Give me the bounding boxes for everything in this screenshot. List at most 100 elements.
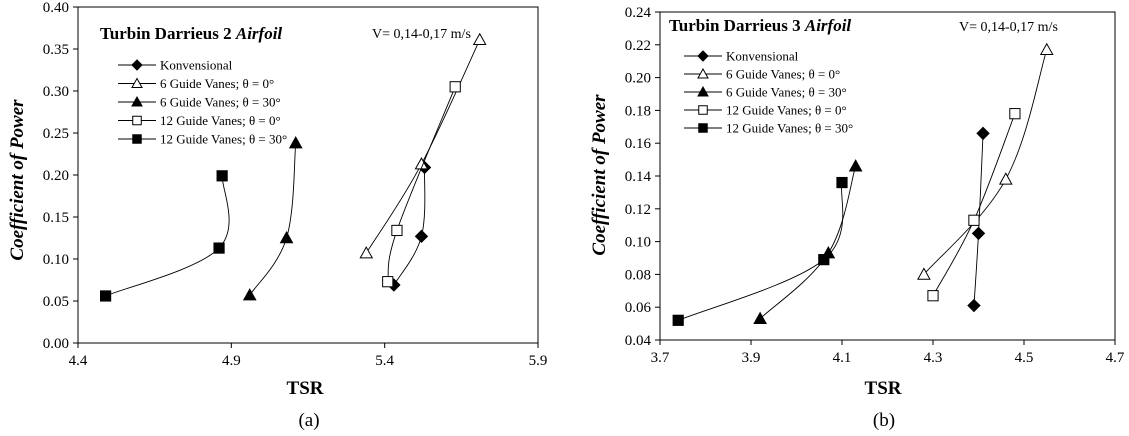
y-tick-label: 0.16 <box>625 136 652 152</box>
legend-item: 6 Guide Vanes; θ = 0° <box>118 76 274 91</box>
chart-b-y-label: Coefficient of Power <box>589 94 610 256</box>
series-3 <box>753 159 863 324</box>
legend-label: 12 Guide Vanes; θ = 0° <box>160 113 281 128</box>
y-tick-label: 0.30 <box>43 84 69 100</box>
chart-a-title: Turbin Darrieus 2 Airfoil <box>100 24 282 43</box>
series-line <box>387 86 456 282</box>
data-point <box>288 136 303 149</box>
data-point <box>976 126 990 141</box>
chart-b-caption: (b) <box>873 410 895 431</box>
legend-label: 12 Guide Vanes; θ = 0° <box>726 103 847 118</box>
legend-item: 12 Guide Vanes; θ = 0° <box>684 103 847 118</box>
series-line <box>249 143 297 296</box>
chart-a-plot-area <box>77 6 539 344</box>
series-2 <box>359 32 487 259</box>
series-line <box>923 49 1048 275</box>
series-2 <box>917 42 1054 280</box>
y-tick-label: 0.05 <box>43 294 69 310</box>
data-point <box>1039 42 1054 56</box>
legend-marker <box>131 77 143 88</box>
chart-b-x-label: TSR <box>865 378 902 399</box>
y-tick-label: 0.20 <box>43 168 69 184</box>
legend-marker <box>698 105 708 115</box>
x-tick-label: 4.4 <box>69 353 88 369</box>
chart-a: 0.00 0.05 0.10 0.15 0.20 0.25 0.30 0.35 0.40 4.4… <box>7 0 547 431</box>
chart-b-legend: Konvensional 6 Guide Vanes; θ = 0° 6 Guide… <box>684 49 853 136</box>
x-tick-label: 4.1 <box>833 350 852 366</box>
data-point <box>382 276 394 288</box>
x-tick-label: 4.9 <box>222 353 241 369</box>
series-3 <box>242 136 303 301</box>
chart-b-y-ticks: 0.04 0.06 0.08 0.10 0.12 0.14 0.16 0.18 0.20 0.22… <box>625 5 660 349</box>
data-point <box>927 290 939 302</box>
legend-item: Konvensional <box>118 58 233 73</box>
y-tick-label: 0.06 <box>625 300 652 316</box>
y-tick-label: 0.14 <box>625 169 652 185</box>
legend-marker <box>698 123 708 133</box>
chart-b-title: Turbin Darrieus 3 Airfoil <box>669 16 851 35</box>
y-tick-label: 0.10 <box>625 235 651 251</box>
chart-b-series <box>672 42 1054 326</box>
chart-b-x-ticks: 3.7 3.9 4.1 4.3 4.5 4.7 <box>651 340 1125 366</box>
x-tick-label: 4.7 <box>1106 350 1125 366</box>
data-point <box>472 32 487 46</box>
series-line <box>105 175 230 297</box>
data-point <box>818 254 830 266</box>
chart-a-y-ticks: 0.00 0.05 0.10 0.15 0.20 0.25 0.30 0.35 0.40 <box>43 0 78 352</box>
chart-a-x-label: TSR <box>287 378 324 399</box>
data-point <box>753 311 767 324</box>
series-5 <box>100 170 230 302</box>
y-tick-label: 0.25 <box>43 126 69 142</box>
data-point <box>100 290 112 302</box>
legend-item: 12 Guide Vanes; θ = 30° <box>118 132 287 147</box>
y-tick-label: 0.00 <box>43 336 69 352</box>
legend-marker <box>131 95 143 107</box>
legend-label: 6 Guide Vanes; θ = 0° <box>726 67 840 82</box>
legend-item: Konvensional <box>684 49 799 64</box>
data-point <box>449 81 461 93</box>
data-point <box>216 170 228 182</box>
data-point <box>414 229 429 244</box>
y-tick-label: 0.08 <box>625 267 651 283</box>
x-tick-label: 5.4 <box>375 353 394 369</box>
y-tick-label: 0.12 <box>625 202 651 218</box>
chart-a-velocity-annotation: V= 0,14-0,17 m/s <box>372 27 471 42</box>
data-point <box>242 288 257 301</box>
y-tick-label: 0.40 <box>43 0 69 16</box>
x-tick-label: 4.5 <box>1015 350 1034 366</box>
legend-item: 6 Guide Vanes; θ = 0° <box>684 67 840 82</box>
x-tick-label: 4.3 <box>924 350 943 366</box>
data-point <box>848 159 863 172</box>
chart-b-velocity-annotation: V= 0,14-0,17 m/s <box>959 20 1058 35</box>
series-1 <box>967 126 990 313</box>
data-point <box>917 267 931 280</box>
legend-label: 6 Guide Vanes; θ = 30° <box>160 95 281 110</box>
data-point <box>391 224 403 237</box>
legend-label: 6 Guide Vanes; θ = 30° <box>726 85 847 100</box>
legend-label: Konvensional <box>726 49 799 64</box>
y-tick-label: 0.04 <box>625 333 652 349</box>
legend-marker <box>131 59 143 71</box>
chart-a-y-label: Coefficient of Power <box>7 99 28 261</box>
chart-a-series <box>100 32 487 302</box>
legend-item: 6 Guide Vanes; θ = 30° <box>118 95 281 110</box>
y-tick-label: 0.24 <box>625 5 652 21</box>
legend-item: 6 Guide Vanes; θ = 30° <box>684 85 847 100</box>
chart-a-legend: Konvensional 6 Guide Vanes; θ = 0° 6 Guide… <box>118 58 287 147</box>
legend-label: 6 Guide Vanes; θ = 0° <box>160 76 274 91</box>
series-line <box>932 113 1016 296</box>
data-point <box>836 176 848 189</box>
legend-label: 12 Guide Vanes; θ = 30° <box>726 121 853 136</box>
legend-label: Konvensional <box>160 58 233 73</box>
chart-a-x-ticks: 4.4 4.9 5.4 5.9 <box>69 343 547 369</box>
series-4 <box>927 108 1021 302</box>
chart-b: 0.04 0.06 0.08 0.10 0.12 0.14 0.16 0.18 0.20 0.22… <box>589 5 1125 431</box>
y-tick-label: 0.18 <box>625 103 651 119</box>
series-5 <box>672 176 848 326</box>
legend-marker <box>697 85 709 97</box>
y-tick-label: 0.35 <box>43 42 69 58</box>
legend-marker <box>132 115 142 126</box>
y-tick-label: 0.10 <box>43 252 69 268</box>
y-tick-label: 0.22 <box>625 38 651 54</box>
data-point <box>672 314 684 326</box>
